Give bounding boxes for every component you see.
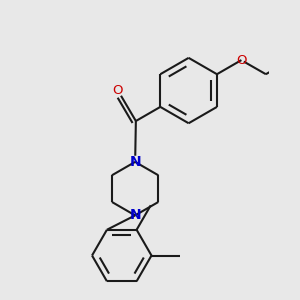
Text: N: N [129,208,141,222]
Text: O: O [112,84,123,97]
Text: N: N [129,155,141,169]
Text: O: O [236,54,247,67]
